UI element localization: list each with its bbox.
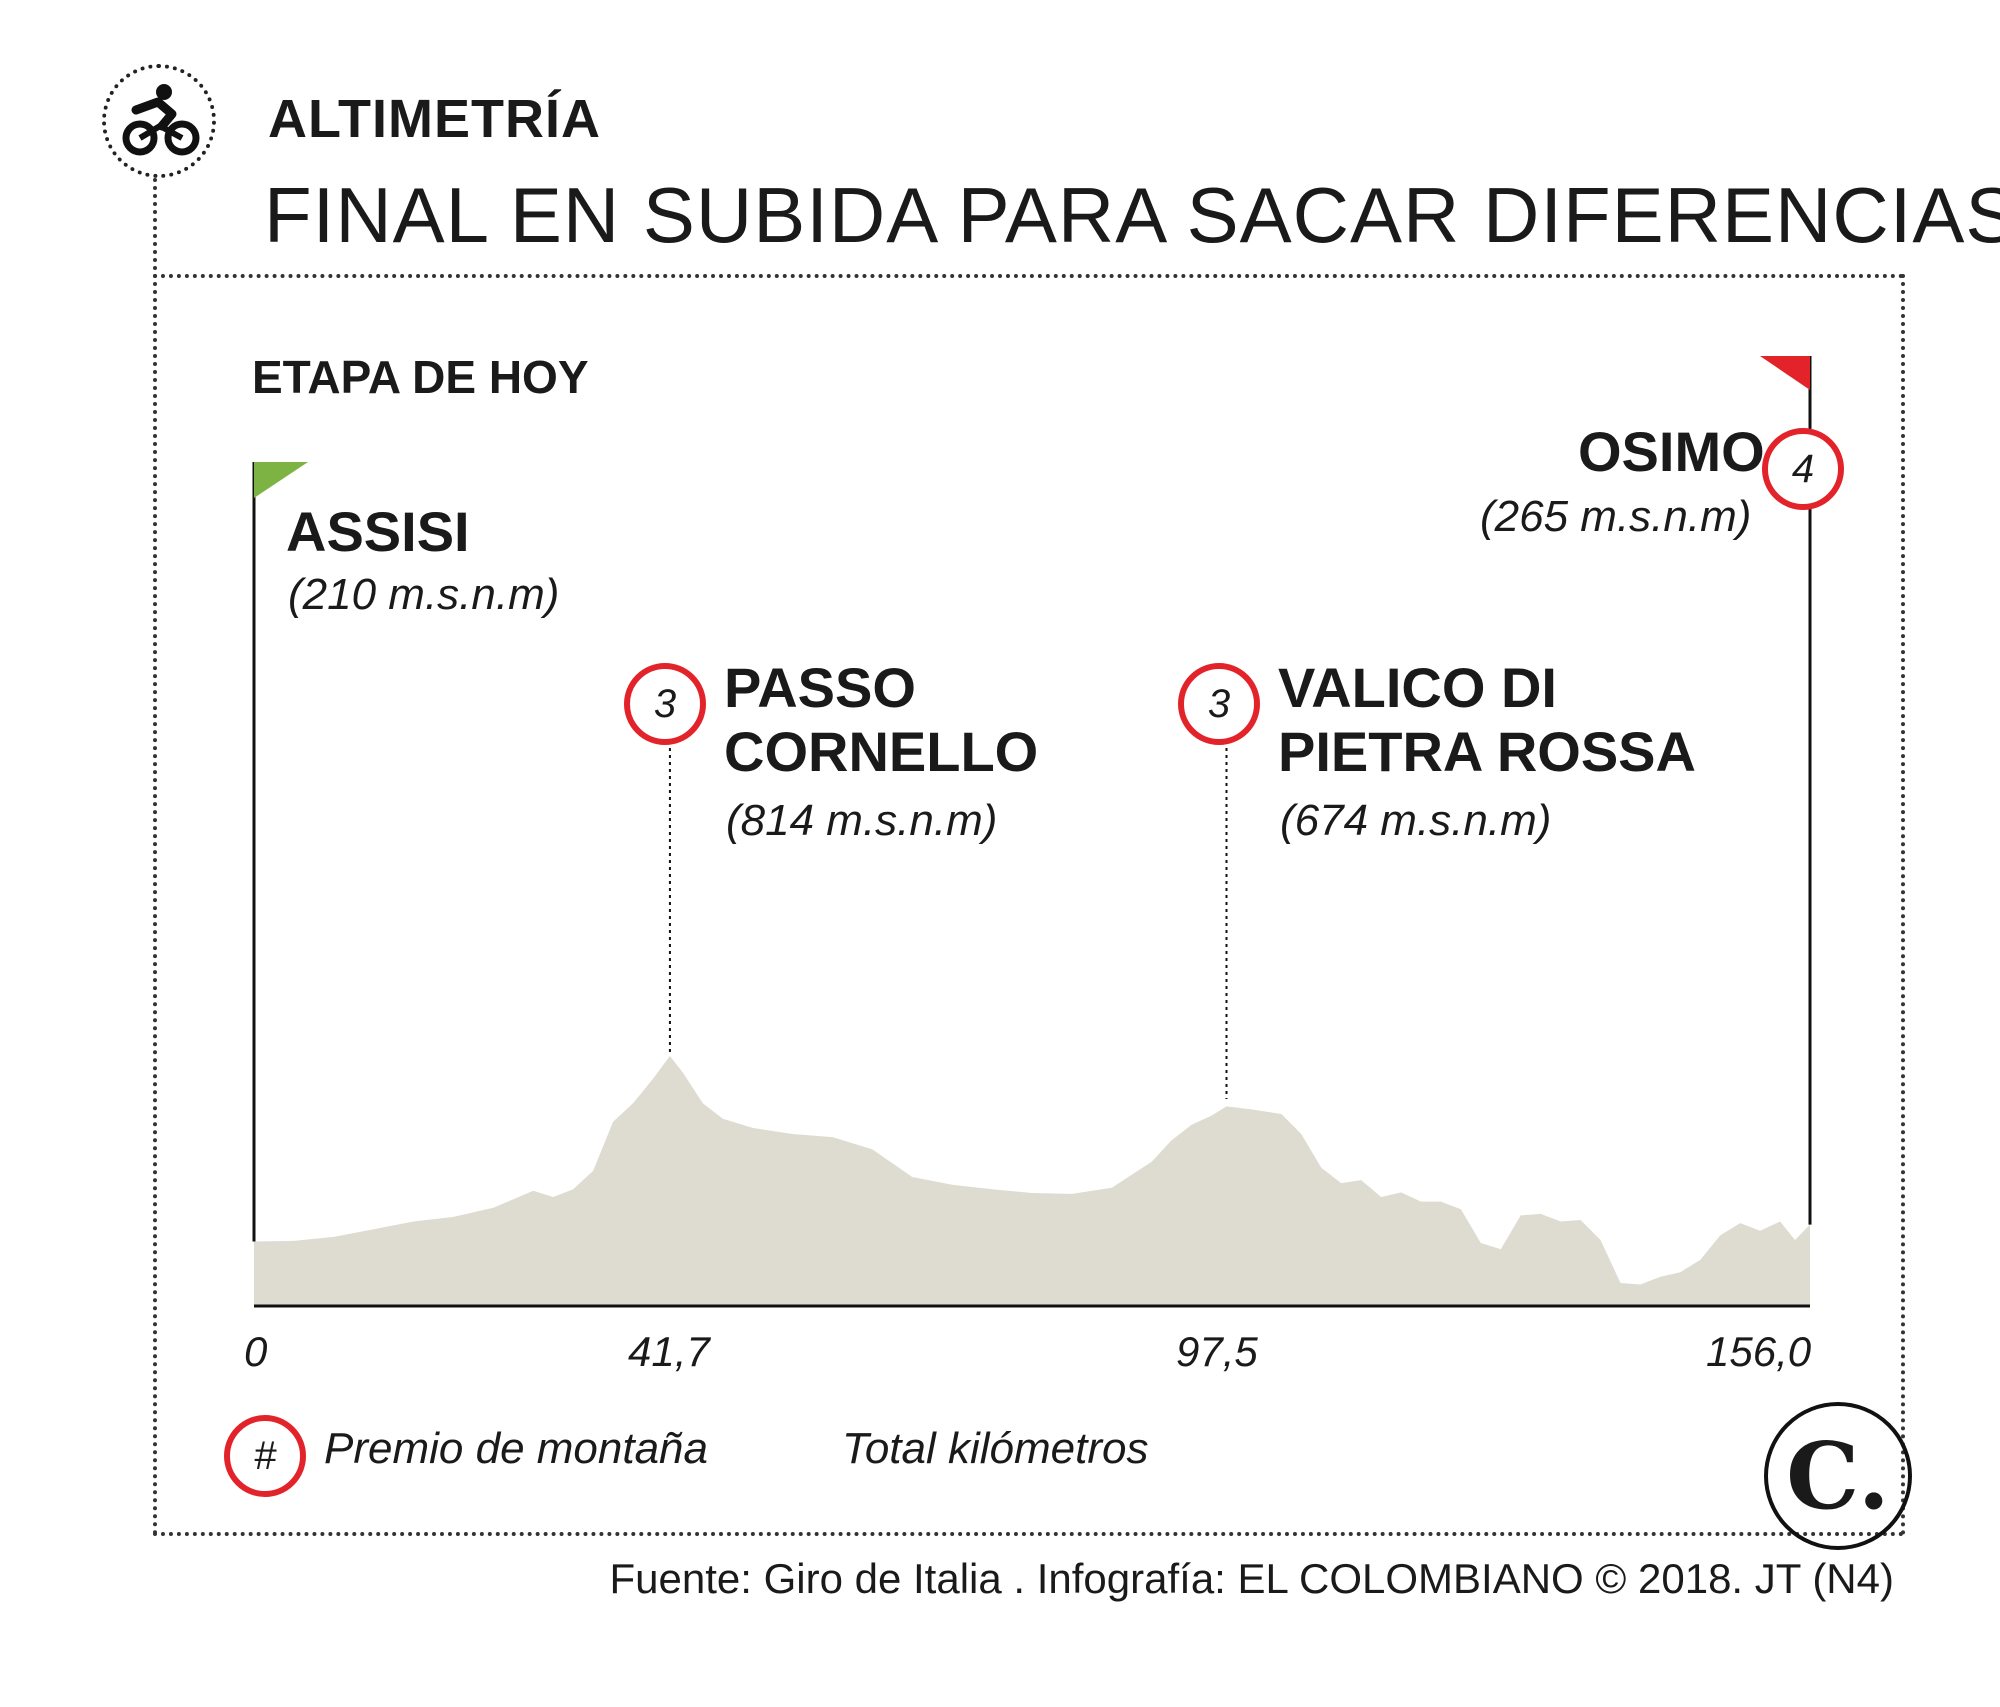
finish-category-badge: 4: [1762, 428, 1844, 510]
finish-flag: [1760, 356, 1810, 390]
climb1-name-line1: PASSO: [724, 656, 916, 719]
start-place-name: ASSISI: [286, 500, 470, 563]
cyclist-icon: [122, 84, 200, 156]
climb2-altitude: (674 m.s.n.m): [1280, 796, 1552, 845]
km-label-start: 0: [244, 1328, 268, 1375]
climb2-name-line2: PIETRA ROSSA: [1278, 720, 1696, 783]
header-kicker: ALTIMETRÍA: [268, 89, 601, 149]
km-label-finish: 156,0: [1706, 1328, 1812, 1375]
cyclist-icon-badge: [102, 64, 216, 178]
start-flag: [254, 462, 308, 498]
source-credit: Fuente: Giro de Italia . Infografía: EL …: [609, 1555, 1895, 1602]
chart-frame: [153, 274, 1905, 1536]
climb1-altitude: (814 m.s.n.m): [726, 796, 998, 845]
climb1-name-line2: CORNELLO: [724, 720, 1039, 783]
climb2-category-badge: 3: [1178, 663, 1260, 745]
km-label-climb2: 97,5: [1176, 1328, 1258, 1375]
climb2-name-line1: VALICO DI: [1278, 656, 1557, 719]
frame-connector-line: [153, 178, 157, 1536]
finish-place-name: OSIMO: [1578, 420, 1765, 483]
profile-layer: [254, 1056, 1810, 1308]
start-place-altitude: (210 m.s.n.m): [288, 570, 560, 619]
km-label-climb1: 41,7: [628, 1328, 710, 1375]
marker-layer: [252, 356, 1812, 1242]
el-colombiano-logo: C.: [1764, 1402, 1912, 1550]
finish-place-altitude: (265 m.s.n.m): [1480, 492, 1752, 541]
stage-label: ETAPA DE HOY: [252, 351, 589, 403]
legend-mountain-prize: Premio de montaña: [324, 1424, 708, 1473]
climb1-category-badge: 3: [624, 663, 706, 745]
legend-badge: #: [224, 1415, 306, 1497]
legend-total-km: Total kilómetros: [842, 1424, 1149, 1473]
elevation-profile-area: [254, 1056, 1810, 1306]
header-title: FINAL EN SUBIDA PARA SACAR DIFERENCIAS: [264, 171, 2000, 259]
